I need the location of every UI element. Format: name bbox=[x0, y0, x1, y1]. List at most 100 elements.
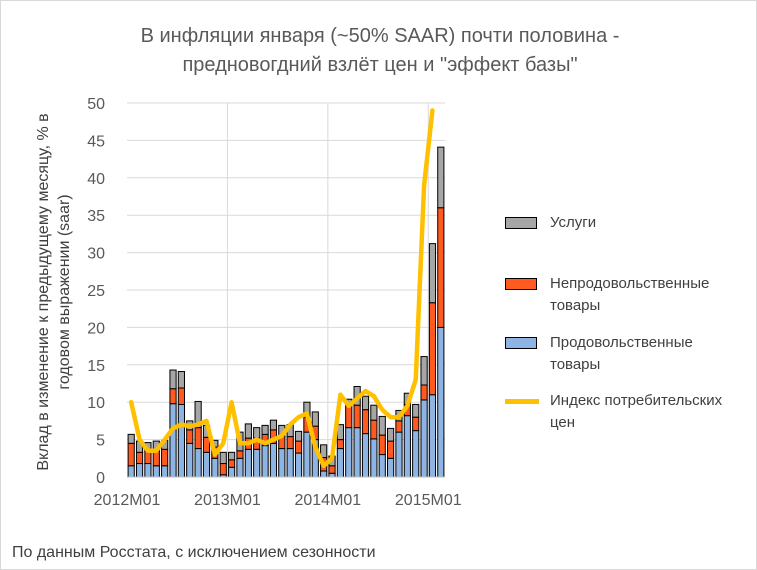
bar-nonfood bbox=[428, 302, 437, 396]
bar-nonfood bbox=[420, 384, 428, 401]
bar-services bbox=[370, 404, 378, 421]
bar-nonfood bbox=[412, 416, 420, 432]
bar-services bbox=[378, 415, 386, 436]
bar-food bbox=[135, 463, 144, 478]
bar-nonfood bbox=[177, 387, 185, 405]
bar-services bbox=[253, 427, 261, 439]
bar-food bbox=[303, 431, 311, 478]
bar-services bbox=[361, 395, 370, 411]
y-tick-label: 10 bbox=[87, 395, 105, 412]
bar-food bbox=[169, 403, 177, 478]
bar-food bbox=[269, 442, 278, 478]
legend-label-food: Продовольственные товары bbox=[550, 334, 693, 373]
bar-services bbox=[194, 400, 202, 429]
bar-food bbox=[345, 427, 353, 478]
bar-nonfood bbox=[135, 451, 144, 465]
x-tick-label: 2012M01 bbox=[94, 492, 161, 509]
y-axis-label-line-2: годовом выражении (saar) bbox=[56, 194, 73, 389]
title-line-2: предновогдний взлёт цен и "эффект базы" bbox=[182, 54, 578, 76]
chart-title: В инфляции января (~50% SAAR) почти поло… bbox=[60, 22, 700, 80]
bar-food bbox=[202, 451, 211, 478]
bar-food bbox=[236, 457, 244, 478]
bar-food bbox=[336, 448, 344, 478]
bar-food bbox=[161, 465, 169, 478]
bar-services bbox=[269, 419, 278, 431]
bar-nonfood bbox=[236, 450, 244, 459]
bar-food bbox=[211, 457, 219, 478]
gridlines bbox=[127, 102, 445, 477]
bar-services bbox=[127, 433, 135, 444]
bar-food bbox=[253, 448, 261, 478]
bar-food bbox=[261, 445, 269, 478]
cpi-line bbox=[128, 108, 435, 469]
legend-label-nonfood: Непродовольственные товары bbox=[550, 275, 710, 314]
bar-services bbox=[169, 369, 177, 390]
bar-food bbox=[244, 448, 252, 478]
bar-nonfood bbox=[219, 463, 227, 476]
bar-food bbox=[403, 415, 411, 478]
bar-food bbox=[328, 472, 336, 478]
bar-food bbox=[370, 438, 378, 478]
bar-food bbox=[353, 427, 361, 478]
bar-food bbox=[228, 466, 236, 478]
bar-services bbox=[320, 444, 328, 459]
bar-food bbox=[412, 430, 420, 478]
x-axis: 2012M01 2013M01 2014M01 2015M01 bbox=[94, 476, 462, 509]
bar-services bbox=[219, 451, 227, 465]
bar-nonfood bbox=[395, 420, 403, 433]
bar-food bbox=[278, 448, 286, 478]
bar-nonfood bbox=[437, 207, 445, 328]
bar-services bbox=[244, 423, 252, 439]
bar-nonfood bbox=[370, 419, 378, 440]
y-tick-label: 15 bbox=[87, 358, 105, 375]
y-tick-label: 5 bbox=[96, 433, 105, 450]
source-note: По данным Росстата, с исключением сезонн… bbox=[12, 544, 376, 561]
y-tick-label: 40 bbox=[87, 171, 105, 188]
legend-swatch-nonfood bbox=[505, 278, 537, 290]
legend-swatch-food bbox=[505, 337, 537, 349]
bar-food bbox=[395, 431, 403, 478]
bar-services bbox=[228, 451, 236, 461]
bar-food bbox=[186, 442, 194, 478]
bar-nonfood bbox=[169, 388, 177, 405]
bar-nonfood bbox=[186, 429, 194, 444]
bar-nonfood bbox=[336, 439, 344, 450]
bar-food bbox=[144, 463, 152, 478]
legend-swatch-cpi bbox=[505, 399, 539, 404]
bar-nonfood bbox=[228, 459, 236, 468]
legend-label-cpi: Индекс потребительских цен bbox=[550, 392, 723, 431]
bar-services bbox=[261, 424, 269, 435]
bar-food bbox=[152, 465, 160, 478]
legend-swatch-services bbox=[505, 217, 537, 229]
bar-nonfood bbox=[328, 465, 336, 474]
cpi-line-path bbox=[128, 108, 435, 469]
y-tick-label: 35 bbox=[87, 208, 105, 225]
y-axis-label-line-1: Вклад в изменение к предыдущему месяцу, … bbox=[35, 113, 52, 470]
x-tick-label: 2013M01 bbox=[194, 492, 261, 509]
y-axis-ticks: 0 5 10 15 20 25 30 35 40 45 50 bbox=[87, 96, 105, 487]
bar-food bbox=[437, 326, 445, 478]
y-tick-label: 25 bbox=[87, 283, 105, 300]
bar-food bbox=[177, 403, 185, 478]
y-tick-label: 45 bbox=[87, 133, 105, 150]
bar-nonfood bbox=[361, 409, 370, 435]
legend-label-services: Услуги bbox=[550, 214, 597, 231]
bar-food bbox=[127, 465, 135, 478]
x-tick-label: 2014M01 bbox=[294, 492, 361, 509]
bar-nonfood bbox=[194, 427, 202, 450]
bar-services bbox=[412, 403, 420, 418]
bar-services bbox=[311, 411, 319, 427]
bar-nonfood bbox=[353, 404, 361, 429]
bar-services bbox=[420, 356, 428, 386]
bar-food bbox=[320, 470, 328, 478]
bar-nonfood bbox=[387, 440, 395, 459]
title-line-1: В инфляции января (~50% SAAR) почти поло… bbox=[140, 25, 620, 47]
bar-nonfood bbox=[127, 442, 135, 467]
bar-nonfood bbox=[294, 440, 303, 454]
bar-food bbox=[420, 399, 428, 478]
bar-food bbox=[428, 394, 437, 478]
bar-food bbox=[361, 433, 370, 478]
bar-food bbox=[194, 448, 202, 478]
y-tick-label: 20 bbox=[87, 320, 105, 337]
